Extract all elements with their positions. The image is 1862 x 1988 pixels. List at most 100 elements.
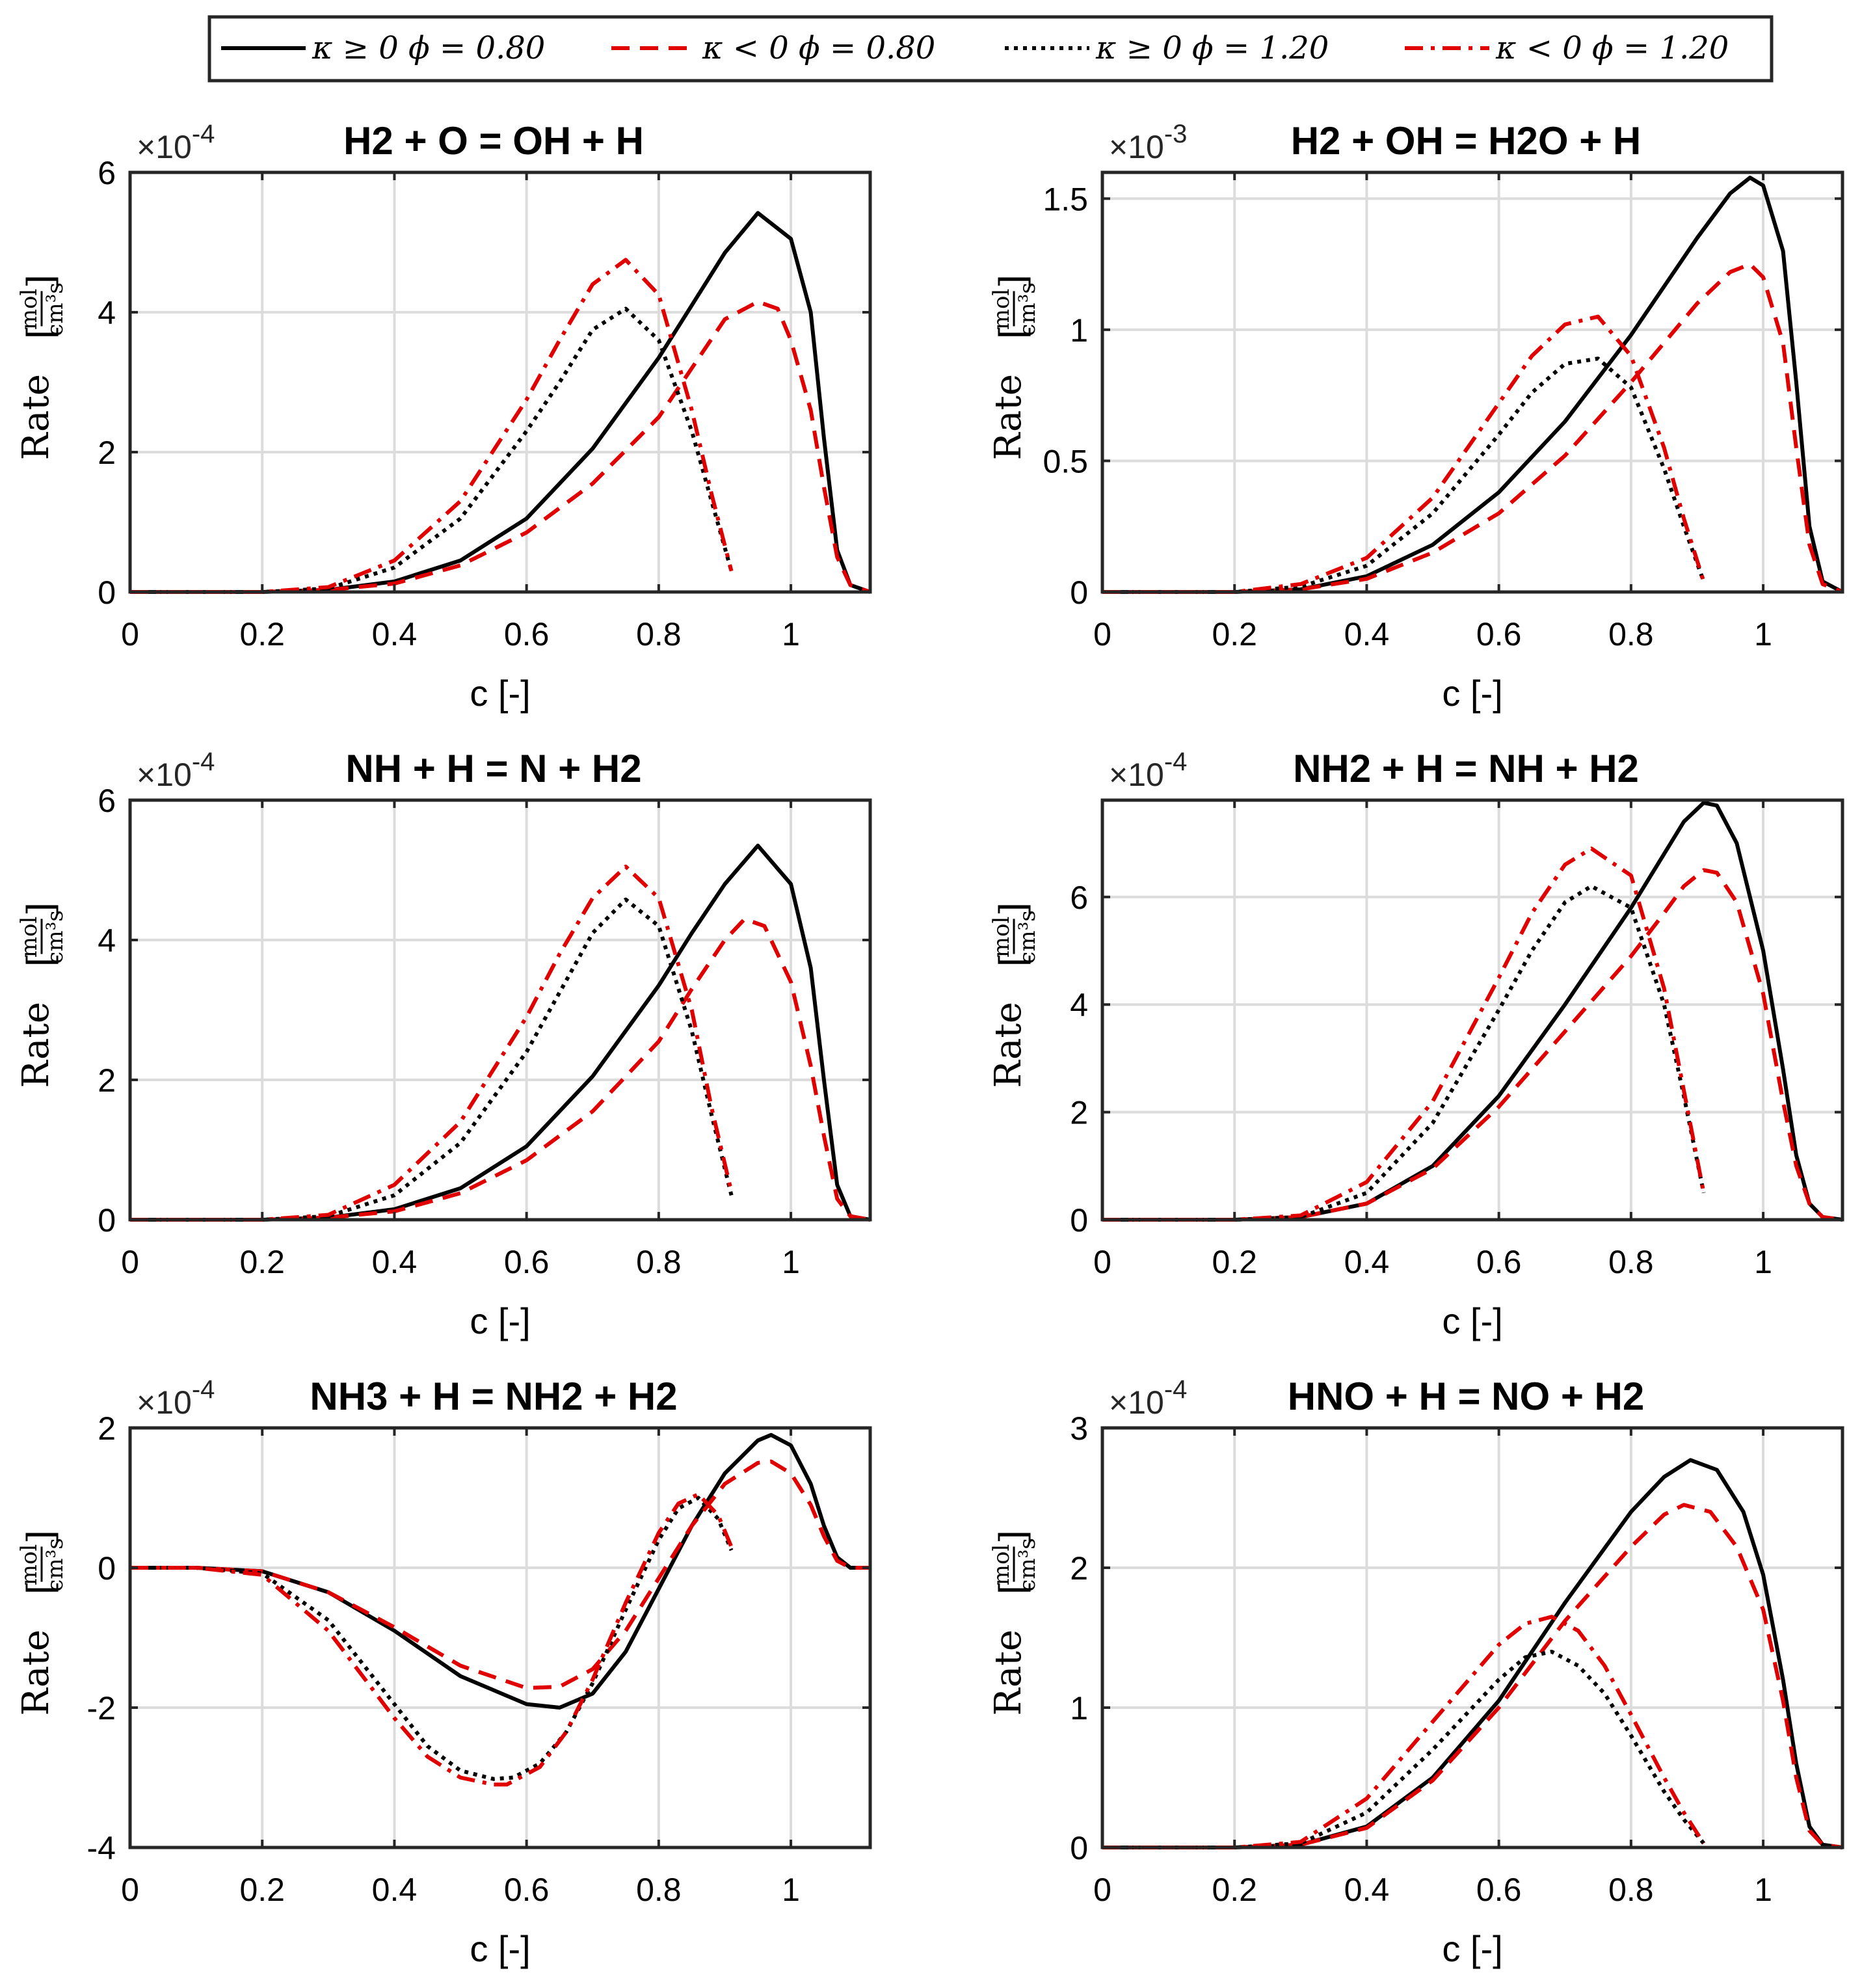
x-axis-label: c [-] (470, 1928, 530, 1969)
chart-panel: 0 0.2 0.4 0.6 0.8 1 0 2 4 6 ×10-4 H2 + O = OH + H c … (15, 119, 872, 714)
unit-denominator: cm³s (42, 1538, 68, 1591)
bracket-left: [ (20, 325, 62, 340)
plot-area (130, 800, 870, 1220)
x-tick-label: 0.8 (636, 1872, 682, 1908)
series-line-dashed (130, 917, 870, 1222)
legend: κ ≥ 0 ϕ = 0.80 κ < 0 ϕ = 0.80 κ ≥ 0 ϕ = 1.… (207, 15, 1774, 83)
y-exponent-label: ×10-4 (137, 1375, 215, 1421)
y-tick-label: -4 (87, 1830, 116, 1866)
series-line-dashed (130, 299, 870, 594)
y-axis-label: Rate [mol cm³s] (987, 1530, 1041, 1716)
y-tick-label: 1 (1070, 312, 1088, 349)
series-line-dashed (1102, 868, 1842, 1222)
y-exponent-label: ×10-3 (1109, 120, 1187, 165)
legend-entry: κ ≥ 0 ϕ = 1.20 (1005, 30, 1329, 66)
x-tick-label: 0.6 (1476, 616, 1522, 652)
y-axis-label-text: Rate (987, 1630, 1030, 1715)
x-tick-label: 0.8 (636, 1244, 682, 1280)
series-line-dashdot (1102, 314, 1706, 594)
x-tick-label: 0 (1093, 1244, 1111, 1280)
exponent-base: ×10 (137, 129, 192, 165)
x-tick-label: 0.4 (372, 616, 418, 652)
series-line-dashdot (130, 1492, 734, 1787)
x-tick-label: 1 (782, 616, 800, 652)
y-axis-label-text: Rate (987, 1002, 1030, 1088)
x-tick-label: 0.2 (239, 1872, 285, 1908)
x-tick-label: 1 (1754, 616, 1772, 652)
y-axis-label-text: Rate (15, 1630, 57, 1715)
unit-denominator: cm³s (1015, 1538, 1041, 1591)
exponent-base: ×10 (137, 1384, 192, 1421)
legend-entry: κ < 0 ϕ = 0.80 (611, 30, 935, 66)
series-group (1102, 1458, 1842, 1849)
y-tick-label: 3 (1070, 1410, 1088, 1447)
axis-box (128, 170, 872, 594)
unit-numerator: mol (989, 1544, 1015, 1586)
bracket-right: ] (992, 902, 1035, 917)
plot-area (130, 172, 870, 592)
unit-numerator: mol (16, 289, 42, 330)
unit-denominator: cm³s (42, 282, 68, 336)
legend-box (207, 15, 1774, 83)
unit-numerator: mol (989, 289, 1015, 330)
x-tick-label: 0.2 (1212, 1872, 1257, 1908)
chart-title: HNO + H = NO + H2 (1288, 1375, 1645, 1418)
y-tick-label: 0.5 (1043, 443, 1088, 479)
x-tick-label: 1 (782, 1872, 800, 1908)
series-line-solid (1102, 1458, 1842, 1849)
x-tick-label: 0.6 (504, 1244, 550, 1280)
unit-numerator: mol (989, 917, 1015, 958)
x-axis-label: c [-] (470, 1300, 530, 1341)
y-tick-label: 1 (1070, 1690, 1088, 1726)
exponent-base: ×10 (137, 757, 192, 793)
x-tick-label: 0 (121, 616, 139, 652)
y-tick-label: 0 (98, 1550, 116, 1587)
series-group (130, 211, 870, 594)
bracket-left: [ (992, 953, 1035, 967)
axis-box (128, 798, 872, 1222)
axis-box (1100, 798, 1844, 1222)
x-tick-label: 0.2 (239, 1244, 285, 1280)
y-tick-label: 0 (98, 574, 116, 611)
chart-title: NH + H = N + H2 (345, 747, 641, 790)
bracket-right: ] (20, 902, 62, 917)
legend-label: κ < 0 ϕ = 1.20 (1495, 30, 1729, 66)
chart-title: H2 + OH = H2O + H (1291, 119, 1642, 163)
bracket-left: [ (992, 325, 1035, 340)
y-tick-label: 6 (98, 783, 116, 819)
y-tick-label: 4 (1070, 987, 1088, 1023)
series-line-dotted (130, 1496, 734, 1781)
bracket-left: [ (20, 1581, 62, 1595)
y-tick-label: -2 (87, 1690, 116, 1726)
chart-title: H2 + O = OH + H (343, 119, 644, 163)
plot-area (1102, 172, 1842, 592)
y-tick-label: 2 (1070, 1095, 1088, 1131)
series-line-dashdot (130, 865, 734, 1222)
y-axis-label-text: Rate (15, 1002, 57, 1088)
legend-label: κ ≥ 0 ϕ = 0.80 (312, 30, 545, 66)
axis-box (1100, 1426, 1844, 1849)
series-group (130, 1432, 870, 1787)
x-tick-label: 0.4 (372, 1872, 418, 1908)
legend-label: κ ≥ 0 ϕ = 1.20 (1095, 30, 1329, 66)
series-line-dashdot (130, 258, 734, 594)
x-tick-label: 0.6 (504, 616, 550, 652)
axis-box (128, 1426, 872, 1849)
x-tick-label: 0.4 (1344, 1872, 1390, 1908)
legend-label: κ < 0 ϕ = 0.80 (702, 30, 935, 66)
exponent-base: ×10 (1109, 1384, 1164, 1421)
y-tick-label: 0 (1070, 574, 1088, 611)
exponent-power: -4 (192, 747, 215, 776)
x-tick-label: 1 (1754, 1244, 1772, 1280)
unit-denominator: cm³s (42, 910, 68, 963)
y-tick-label: 2 (98, 1410, 116, 1447)
x-tick-label: 1 (1754, 1872, 1772, 1908)
y-tick-label: 6 (1070, 880, 1088, 916)
unit-denominator: cm³s (1015, 910, 1041, 963)
bracket-right: ] (992, 275, 1035, 289)
exponent-power: -4 (192, 1375, 215, 1404)
y-axis-label: Rate [mol cm³s] (15, 1530, 68, 1716)
x-tick-label: 0.6 (1476, 1244, 1522, 1280)
